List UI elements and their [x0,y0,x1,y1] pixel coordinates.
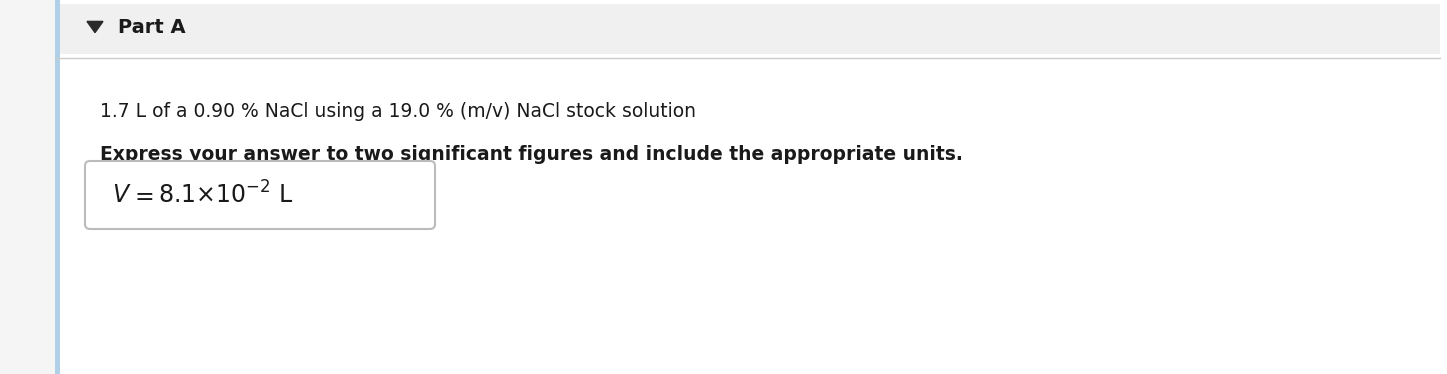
Text: $8.1{\times}10^{-2}\ \mathrm{L}$: $8.1{\times}10^{-2}\ \mathrm{L}$ [158,181,294,209]
FancyBboxPatch shape [85,161,436,229]
Text: Part A: Part A [119,18,185,37]
Bar [59,4,1440,54]
Text: $\mathit{V}$: $\mathit{V}$ [111,183,132,207]
Bar [55,0,59,374]
Text: Express your answer to two significant figures and include the appropriate units: Express your answer to two significant f… [100,144,962,163]
Polygon shape [87,21,103,33]
Text: 1.7 L of a 0.90 % NaCl using a 19.0 % (m/v) NaCl stock solution: 1.7 L of a 0.90 % NaCl using a 19.0 % (m… [100,101,696,120]
Text: $=$: $=$ [130,183,153,207]
